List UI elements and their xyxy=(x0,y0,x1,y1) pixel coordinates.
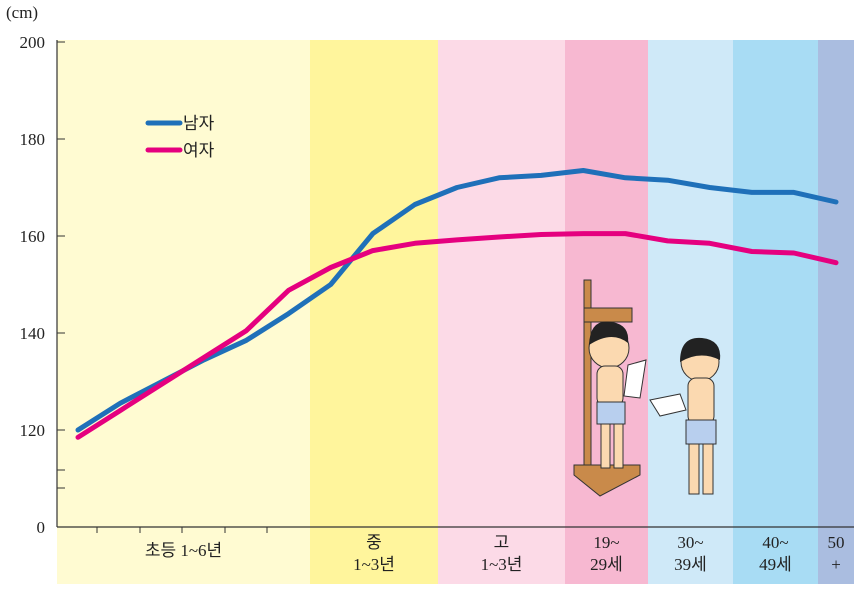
y-unit: (cm) xyxy=(6,3,38,22)
illustration xyxy=(573,279,721,497)
legend-label: 여자 xyxy=(183,141,215,161)
series-line xyxy=(75,231,839,440)
x-tick-label: 1~3년 xyxy=(481,555,523,574)
y-tick-label: 200 xyxy=(20,33,46,52)
x-tick-label: + xyxy=(831,555,841,574)
x-tick-label: 19~ xyxy=(593,533,619,552)
band xyxy=(438,40,565,527)
band xyxy=(818,40,854,527)
y-tick-label: 120 xyxy=(20,421,46,440)
x-tick-label: 50 xyxy=(828,533,845,552)
x-tick-label: 29세 xyxy=(590,555,623,574)
legend-label: 남자 xyxy=(183,114,215,134)
band-label-bg xyxy=(565,527,648,584)
band-label-bg xyxy=(818,527,854,584)
y-tick-label: 160 xyxy=(20,227,46,246)
x-tick-label: 1~3년 xyxy=(353,555,395,574)
y-tick-label: 140 xyxy=(20,324,46,343)
x-tick-label: 39세 xyxy=(674,555,707,574)
band-label-bg xyxy=(57,527,310,584)
x-tick-label: 40~ xyxy=(762,533,788,552)
x-tick-label: 고 xyxy=(494,533,510,552)
x-tick-label: 30~ xyxy=(677,533,703,552)
band-label-bg xyxy=(648,527,733,584)
y-tick-label: 180 xyxy=(20,130,46,149)
x-tick-label: 49세 xyxy=(759,555,792,574)
band xyxy=(57,40,310,527)
y-tick-label: 0 xyxy=(37,518,46,537)
band-label-bg xyxy=(733,527,818,584)
x-tick-label: 중 xyxy=(366,533,382,552)
band-label-bg xyxy=(438,527,565,584)
x-tick-label: 초등 1~6년 xyxy=(145,541,222,560)
band xyxy=(733,40,818,527)
band-label-bg xyxy=(310,527,438,584)
